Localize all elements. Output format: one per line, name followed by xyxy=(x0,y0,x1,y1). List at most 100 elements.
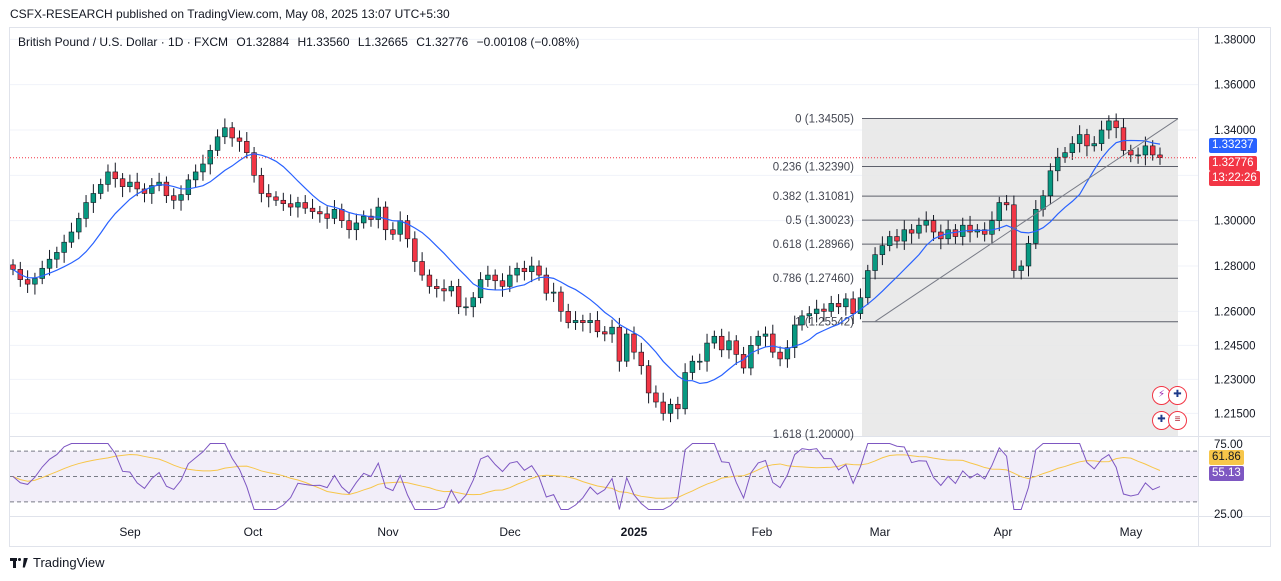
price-tick-label: 1.28000 xyxy=(1214,261,1256,273)
event-badges[interactable]: ⚡ ✚ ✚ ≡ xyxy=(1150,386,1190,434)
candle-body xyxy=(24,279,31,285)
candle-body xyxy=(660,401,666,414)
candle-body xyxy=(156,181,162,186)
price-tick-label: 1.30000 xyxy=(1214,216,1256,228)
candle-body xyxy=(850,298,856,314)
candle-body xyxy=(229,127,235,139)
candle-body xyxy=(529,265,535,272)
candle-body xyxy=(594,320,601,333)
candle-body xyxy=(434,286,440,289)
symbol-legend[interactable]: British Pound / U.S. Dollar · 1D · FXCM … xyxy=(18,35,584,49)
time-axis-label: Oct xyxy=(244,525,263,539)
moving-average-line xyxy=(12,139,1161,385)
uk-flag-icon[interactable]: ✚ xyxy=(1168,386,1187,405)
candle-body xyxy=(550,291,557,294)
tradingview-wordmark: TradingView xyxy=(33,555,105,570)
uk-flag-icon[interactable]: ✚ xyxy=(1152,411,1171,430)
candle-body xyxy=(784,347,791,360)
candle-body xyxy=(1062,152,1068,158)
candle-body xyxy=(404,220,411,240)
candle-body xyxy=(273,196,279,201)
candle-body xyxy=(448,286,455,292)
candle-body xyxy=(207,150,213,165)
time-axis-label: Mar xyxy=(870,525,891,539)
candle-body xyxy=(828,303,834,312)
candle-body xyxy=(302,202,308,209)
candle-body xyxy=(514,267,520,276)
candle-body xyxy=(667,403,674,414)
candle-body xyxy=(1120,127,1127,151)
candle-body xyxy=(1018,265,1024,271)
candle-body xyxy=(68,231,75,243)
rsi-ma-line xyxy=(12,454,1161,499)
time-axis-label: Apr xyxy=(994,525,1013,539)
candle-body xyxy=(908,229,915,234)
legend-change: −0.00108 (−0.08%) xyxy=(476,35,580,49)
countdown-tag: 13:22:26 xyxy=(1209,171,1260,186)
candle-body xyxy=(178,194,184,201)
candle-body xyxy=(675,403,681,410)
candle-body xyxy=(485,274,491,280)
candle-body xyxy=(317,211,323,215)
candle-body xyxy=(821,308,827,312)
candle-body xyxy=(967,224,973,233)
candle-body xyxy=(163,181,170,197)
candle-body xyxy=(623,333,630,362)
candle-body xyxy=(536,265,542,276)
candle-body xyxy=(923,220,929,226)
rsi-value-tag: 55.13 xyxy=(1209,466,1244,481)
candle-body xyxy=(455,286,462,308)
candle-body xyxy=(83,202,89,219)
candle-body xyxy=(222,127,228,138)
candle-body xyxy=(616,326,623,362)
candle-body xyxy=(806,313,813,317)
candle-body xyxy=(185,179,192,195)
fib-level-label: 0.5 (1.30023) xyxy=(786,215,855,227)
candle-body xyxy=(339,209,345,221)
legend-symbol: British Pound / U.S. Dollar · 1D · FXCM xyxy=(18,35,229,49)
price-tick-label: 1.38000 xyxy=(1214,34,1256,46)
pane-separator[interactable] xyxy=(10,436,1270,437)
candle-body xyxy=(375,206,381,220)
candle-body xyxy=(368,215,374,220)
ma-price-tag: 1.33237 xyxy=(1209,138,1257,153)
tradingview-logo-icon xyxy=(10,557,28,568)
candle-body xyxy=(726,340,732,351)
candle-body xyxy=(112,171,118,180)
candle-body xyxy=(740,354,747,369)
candle-body xyxy=(704,342,710,362)
candle-body xyxy=(748,345,754,369)
tradingview-footer[interactable]: TradingView xyxy=(10,555,105,570)
candle-body xyxy=(857,297,864,314)
price-tick-label: 1.21500 xyxy=(1214,408,1256,420)
candle-body xyxy=(901,229,907,242)
candle-body xyxy=(879,245,886,255)
legend-open: O1.32884 xyxy=(236,35,290,49)
candle-body xyxy=(426,274,433,287)
candle-body xyxy=(251,152,257,176)
last-price-tag: 1.32776 xyxy=(1209,156,1257,171)
trend-line xyxy=(874,118,1179,322)
rsi-ma-tag: 61.86 xyxy=(1209,450,1244,465)
candle-body xyxy=(463,306,469,309)
fib-level-label: 0.236 (1.32390) xyxy=(773,161,854,173)
candle-body xyxy=(572,320,579,323)
rsi-axis-label: 75.00 xyxy=(1214,439,1243,451)
candle-body xyxy=(127,181,133,187)
candle-body xyxy=(266,193,272,198)
candle-body xyxy=(711,335,718,344)
candle-body xyxy=(1135,154,1141,157)
candle-body xyxy=(10,264,16,270)
chart-frame xyxy=(9,27,1271,547)
rsi-axis-label: 25.00 xyxy=(1214,509,1243,521)
price-tick-label: 1.26000 xyxy=(1214,306,1256,318)
candle-body xyxy=(1025,243,1032,267)
candle-body xyxy=(280,199,287,204)
candle-body xyxy=(631,333,637,353)
us-flag-icon[interactable]: ≡ xyxy=(1168,411,1187,430)
candle-body xyxy=(602,331,608,335)
candle-body xyxy=(236,137,243,142)
candle-body xyxy=(39,267,45,279)
candle-body xyxy=(609,326,615,335)
